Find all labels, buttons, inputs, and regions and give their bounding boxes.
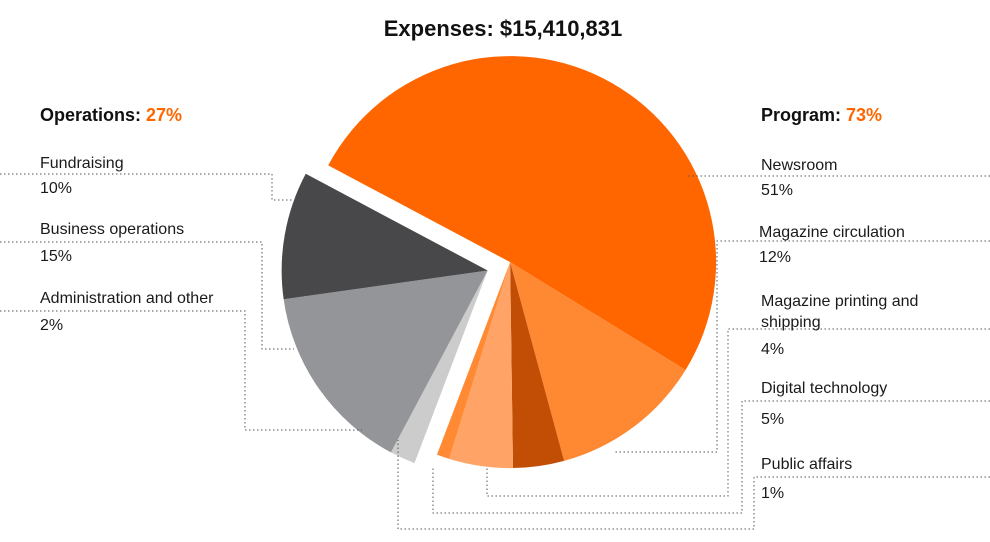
group-label-operations: Operations: 27% bbox=[40, 105, 182, 125]
pie-slice-administration-and-other bbox=[390, 270, 488, 464]
pie-slice-digital-technology bbox=[449, 262, 513, 469]
pie-slices bbox=[281, 56, 717, 469]
group-label-program: Program: 73% bbox=[761, 105, 882, 125]
label-newsroom: Newsroom bbox=[761, 157, 837, 174]
pie-slice-public-affairs bbox=[436, 262, 511, 459]
label-magazine-printing-line2: shipping bbox=[761, 314, 821, 331]
label-magazine-circulation: Magazine circulation bbox=[759, 224, 905, 241]
label-administration: Administration and other bbox=[40, 290, 214, 307]
pie-slice-fundraising bbox=[281, 173, 488, 300]
value-public-affairs: 1% bbox=[761, 485, 784, 502]
value-fundraising: 10% bbox=[40, 180, 72, 197]
value-newsroom: 51% bbox=[761, 182, 793, 199]
value-business-operations: 15% bbox=[40, 248, 72, 265]
operations-percent: 27% bbox=[146, 105, 182, 125]
program-percent: 73% bbox=[846, 105, 882, 125]
value-administration: 2% bbox=[40, 317, 63, 334]
value-magazine-printing: 4% bbox=[761, 341, 784, 358]
pie-slice-magazine-printing-and-shipping bbox=[510, 262, 565, 469]
operations-name: Operations bbox=[40, 105, 135, 125]
label-magazine-printing: Magazine printing and shipping bbox=[761, 293, 923, 331]
value-digital-technology: 5% bbox=[761, 411, 784, 428]
leader-magazine-printing bbox=[486, 328, 990, 497]
program-name: Program bbox=[761, 105, 835, 125]
leader-administration bbox=[0, 310, 362, 431]
leader-public-affairs bbox=[397, 440, 990, 530]
pie-slice-newsroom bbox=[328, 56, 717, 371]
leader-business-operations bbox=[0, 241, 294, 350]
leader-magazine-circulation bbox=[614, 240, 990, 453]
label-public-affairs: Public affairs bbox=[761, 456, 852, 473]
label-fundraising: Fundraising bbox=[40, 155, 124, 172]
leader-digital-technology bbox=[432, 400, 990, 514]
pie-slice-business-operations bbox=[283, 270, 488, 453]
pie-slice-magazine-circulation bbox=[510, 262, 686, 461]
label-magazine-printing-line1: Magazine printing and bbox=[761, 293, 918, 310]
label-business-operations: Business operations bbox=[40, 221, 184, 238]
leader-fundraising bbox=[0, 173, 292, 201]
leader-lines bbox=[0, 173, 990, 530]
value-magazine-circulation: 12% bbox=[759, 249, 791, 266]
label-digital-technology: Digital technology bbox=[761, 380, 887, 397]
chart-title: Expenses: $15,410,831 bbox=[384, 16, 623, 41]
